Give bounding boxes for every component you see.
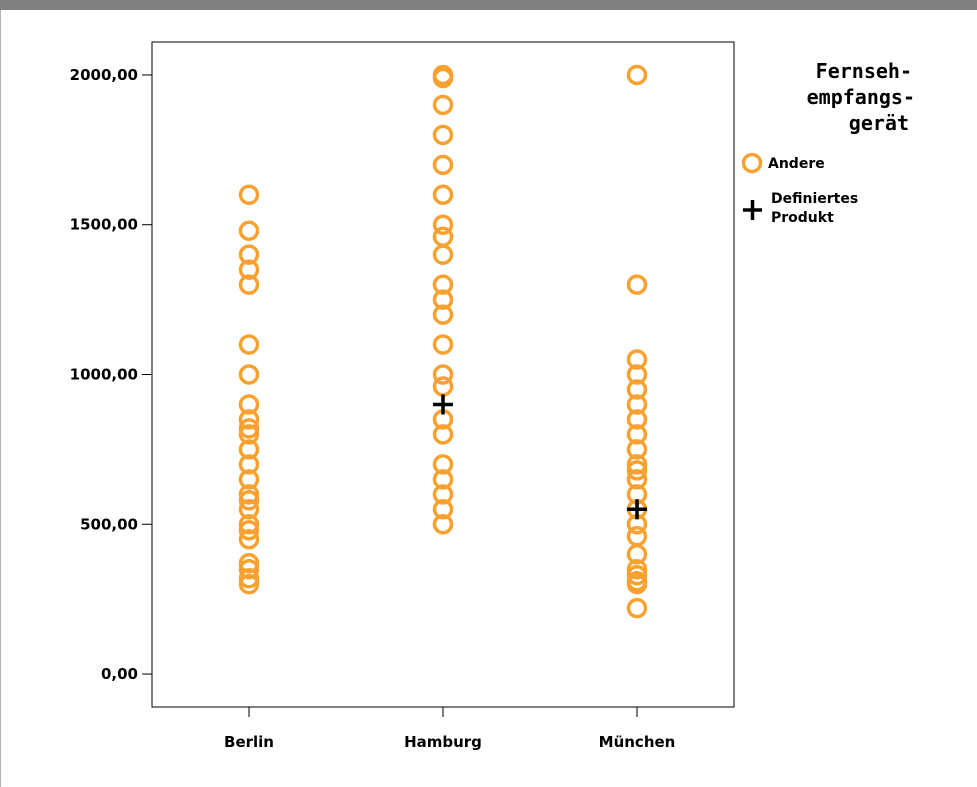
data-point-andere bbox=[432, 274, 454, 295]
data-point-andere bbox=[238, 394, 260, 415]
data-point-andere bbox=[432, 364, 454, 385]
data-point-andere bbox=[626, 526, 648, 547]
data-point-andere bbox=[238, 484, 260, 505]
data-point-andere bbox=[238, 418, 260, 439]
data-point-andere bbox=[238, 529, 260, 550]
data-point-andere bbox=[238, 573, 260, 595]
data-point-andere bbox=[238, 274, 260, 295]
y-tick-label: 0,00 bbox=[101, 665, 138, 683]
legend-plus-marker bbox=[743, 200, 762, 220]
data-point-andere bbox=[432, 304, 454, 325]
left-border bbox=[0, 10, 1, 787]
data-point-andere bbox=[626, 558, 648, 580]
data-point-andere bbox=[626, 379, 648, 400]
data-point-andere bbox=[626, 460, 648, 481]
y-tick-label: 1500,00 bbox=[70, 216, 138, 234]
data-point-definiertes-produkt bbox=[627, 499, 647, 520]
data-point-andere bbox=[238, 424, 260, 445]
data-point-andere bbox=[432, 214, 454, 235]
data-point-andere bbox=[626, 597, 648, 619]
data-point-andere bbox=[626, 409, 648, 430]
top-border bbox=[0, 0, 977, 10]
data-point-andere bbox=[626, 394, 648, 415]
data-point-andere bbox=[238, 520, 260, 541]
data-point-andere bbox=[432, 244, 454, 265]
data-point-andere bbox=[626, 543, 648, 565]
data-point-andere bbox=[238, 184, 260, 206]
y-axis: 0,00 500,00 1000,00 1500,00 2000,00 bbox=[70, 66, 152, 683]
data-point-andere bbox=[432, 454, 454, 475]
data-point-andere bbox=[432, 334, 454, 355]
data-point-andere bbox=[238, 259, 260, 280]
data-point-andere bbox=[432, 499, 454, 520]
data-point-andere bbox=[238, 469, 260, 490]
x-tick-label: Berlin bbox=[224, 733, 274, 751]
data-point-andere bbox=[432, 424, 454, 445]
legend-circle-marker bbox=[741, 152, 763, 174]
legend-label-definiertes-line-2: Produkt bbox=[771, 210, 834, 226]
data-point-andere bbox=[626, 349, 648, 370]
y-tick-label: 500,00 bbox=[80, 515, 138, 533]
data-point-andere bbox=[432, 124, 454, 146]
data-point-andere bbox=[238, 364, 260, 385]
data-point-andere bbox=[238, 454, 260, 475]
data-point-andere bbox=[238, 244, 260, 265]
data-point-andere bbox=[626, 469, 648, 490]
data-point-andere bbox=[432, 469, 454, 490]
data-point-andere bbox=[238, 567, 260, 589]
data-point-andere bbox=[432, 154, 454, 176]
data-point-andere bbox=[432, 289, 454, 310]
x-tick-label: München bbox=[599, 733, 676, 751]
data-point-andere bbox=[626, 64, 648, 86]
data-point-andere bbox=[432, 484, 454, 505]
data-point-andere bbox=[432, 226, 454, 247]
data-point-andere bbox=[432, 514, 454, 535]
data-point-andere bbox=[238, 558, 260, 580]
data-point-andere bbox=[432, 184, 454, 206]
data-marks bbox=[238, 64, 648, 619]
data-point-andere bbox=[432, 67, 454, 89]
data-point-andere bbox=[238, 552, 260, 574]
legend: Fernseh- empfangs- gerät Andere Definier… bbox=[741, 59, 915, 226]
data-point-andere bbox=[238, 514, 260, 535]
data-point-andere bbox=[238, 439, 260, 460]
data-point-andere bbox=[238, 334, 260, 355]
x-axis: Berlin Hamburg München bbox=[224, 707, 675, 751]
data-point-andere bbox=[238, 220, 260, 241]
data-point-andere bbox=[432, 94, 454, 116]
y-tick-label: 2000,00 bbox=[70, 66, 138, 84]
legend-title-line-1: Fernseh- bbox=[816, 59, 912, 83]
data-point-andere bbox=[626, 564, 648, 586]
data-point-andere bbox=[626, 454, 648, 475]
data-point-andere bbox=[238, 499, 260, 520]
data-point-definiertes-produkt bbox=[433, 394, 453, 415]
legend-label-andere: Andere bbox=[768, 156, 825, 172]
x-tick-label: Hamburg bbox=[404, 733, 482, 751]
data-point-andere bbox=[432, 376, 454, 397]
data-point-andere bbox=[626, 274, 648, 295]
legend-label-definiertes-line-1: Definiertes bbox=[771, 191, 858, 207]
data-point-andere bbox=[626, 573, 648, 595]
data-point-andere bbox=[626, 439, 648, 460]
data-point-andere bbox=[626, 424, 648, 445]
y-tick-label: 1000,00 bbox=[70, 366, 138, 384]
data-point-andere bbox=[238, 490, 260, 511]
legend-title-line-3: gerät bbox=[849, 111, 909, 135]
data-point-andere bbox=[626, 364, 648, 385]
data-point-andere bbox=[238, 409, 260, 430]
legend-title-line-2: empfangs- bbox=[807, 85, 915, 109]
